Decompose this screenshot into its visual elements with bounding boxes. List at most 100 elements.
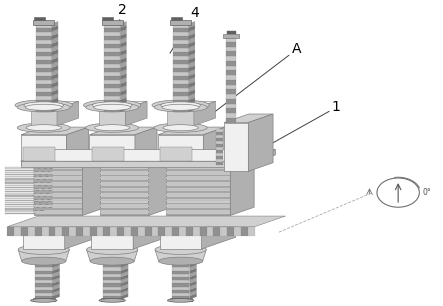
Bar	[172, 277, 190, 280]
Polygon shape	[52, 54, 58, 60]
Polygon shape	[34, 157, 106, 165]
Bar	[104, 84, 120, 88]
Bar	[104, 56, 120, 60]
Polygon shape	[190, 284, 197, 290]
Polygon shape	[190, 259, 197, 264]
Text: 2: 2	[105, 3, 127, 80]
Bar	[5, 204, 34, 205]
Polygon shape	[135, 127, 157, 165]
Bar	[216, 144, 223, 147]
Bar	[5, 180, 34, 182]
Ellipse shape	[154, 123, 207, 132]
Bar	[145, 227, 152, 236]
Bar	[36, 100, 52, 104]
Bar	[100, 188, 149, 190]
Bar	[172, 227, 179, 236]
Polygon shape	[189, 106, 195, 112]
Ellipse shape	[17, 123, 70, 132]
Polygon shape	[133, 218, 167, 249]
Bar	[104, 227, 110, 236]
Bar	[173, 108, 189, 112]
Polygon shape	[34, 174, 52, 182]
Bar	[36, 35, 52, 39]
Polygon shape	[155, 250, 206, 261]
Polygon shape	[120, 102, 127, 108]
Polygon shape	[34, 200, 52, 207]
Polygon shape	[190, 271, 197, 277]
Bar	[89, 135, 135, 165]
Polygon shape	[53, 284, 60, 290]
Bar	[36, 80, 52, 84]
Polygon shape	[121, 287, 128, 293]
Bar	[35, 271, 53, 274]
Bar	[226, 70, 236, 75]
Polygon shape	[121, 284, 128, 290]
Bar	[103, 283, 121, 286]
Bar	[103, 264, 121, 267]
Polygon shape	[120, 37, 127, 44]
Polygon shape	[53, 262, 60, 267]
Bar	[226, 61, 236, 66]
Bar	[36, 64, 52, 68]
Bar	[5, 197, 34, 199]
Polygon shape	[20, 150, 276, 161]
Bar	[103, 293, 121, 296]
Bar	[226, 66, 236, 70]
Bar	[5, 167, 34, 169]
Bar	[200, 227, 206, 236]
Polygon shape	[18, 250, 70, 261]
Polygon shape	[189, 82, 195, 88]
Ellipse shape	[167, 299, 194, 302]
Bar	[33, 298, 55, 301]
Polygon shape	[52, 45, 58, 52]
Bar	[36, 96, 52, 100]
Bar	[34, 169, 82, 171]
Ellipse shape	[18, 245, 70, 254]
Bar	[101, 298, 123, 301]
Bar	[104, 76, 120, 80]
Bar	[35, 274, 53, 277]
Bar	[216, 150, 223, 153]
Polygon shape	[52, 94, 58, 100]
Polygon shape	[52, 106, 58, 112]
Bar	[35, 296, 53, 299]
Bar	[104, 72, 120, 76]
Bar	[173, 76, 189, 80]
Polygon shape	[53, 290, 60, 296]
Polygon shape	[166, 157, 254, 165]
Bar	[179, 227, 186, 236]
Bar	[34, 183, 82, 185]
Polygon shape	[189, 90, 195, 96]
Bar	[172, 290, 190, 293]
Bar	[226, 85, 236, 89]
Polygon shape	[34, 196, 52, 203]
Ellipse shape	[94, 125, 130, 131]
Bar	[226, 99, 236, 104]
Polygon shape	[241, 150, 276, 167]
Bar	[104, 108, 120, 112]
Polygon shape	[34, 202, 52, 210]
Ellipse shape	[162, 104, 199, 110]
Ellipse shape	[24, 102, 64, 109]
Bar	[166, 186, 230, 188]
Polygon shape	[34, 176, 52, 184]
Bar	[172, 271, 190, 274]
Bar	[159, 229, 202, 249]
Ellipse shape	[99, 299, 125, 302]
Ellipse shape	[85, 103, 139, 112]
Bar	[34, 166, 82, 168]
Bar	[226, 108, 236, 113]
Bar	[83, 227, 90, 236]
Polygon shape	[52, 102, 58, 108]
Polygon shape	[53, 293, 60, 299]
Bar	[5, 195, 34, 197]
Bar	[90, 227, 97, 236]
Polygon shape	[120, 94, 127, 100]
Bar	[100, 166, 149, 168]
Bar	[5, 170, 34, 171]
Bar	[5, 182, 34, 184]
Bar	[173, 56, 189, 60]
Polygon shape	[120, 45, 127, 52]
Polygon shape	[190, 262, 197, 267]
Bar	[100, 208, 149, 210]
